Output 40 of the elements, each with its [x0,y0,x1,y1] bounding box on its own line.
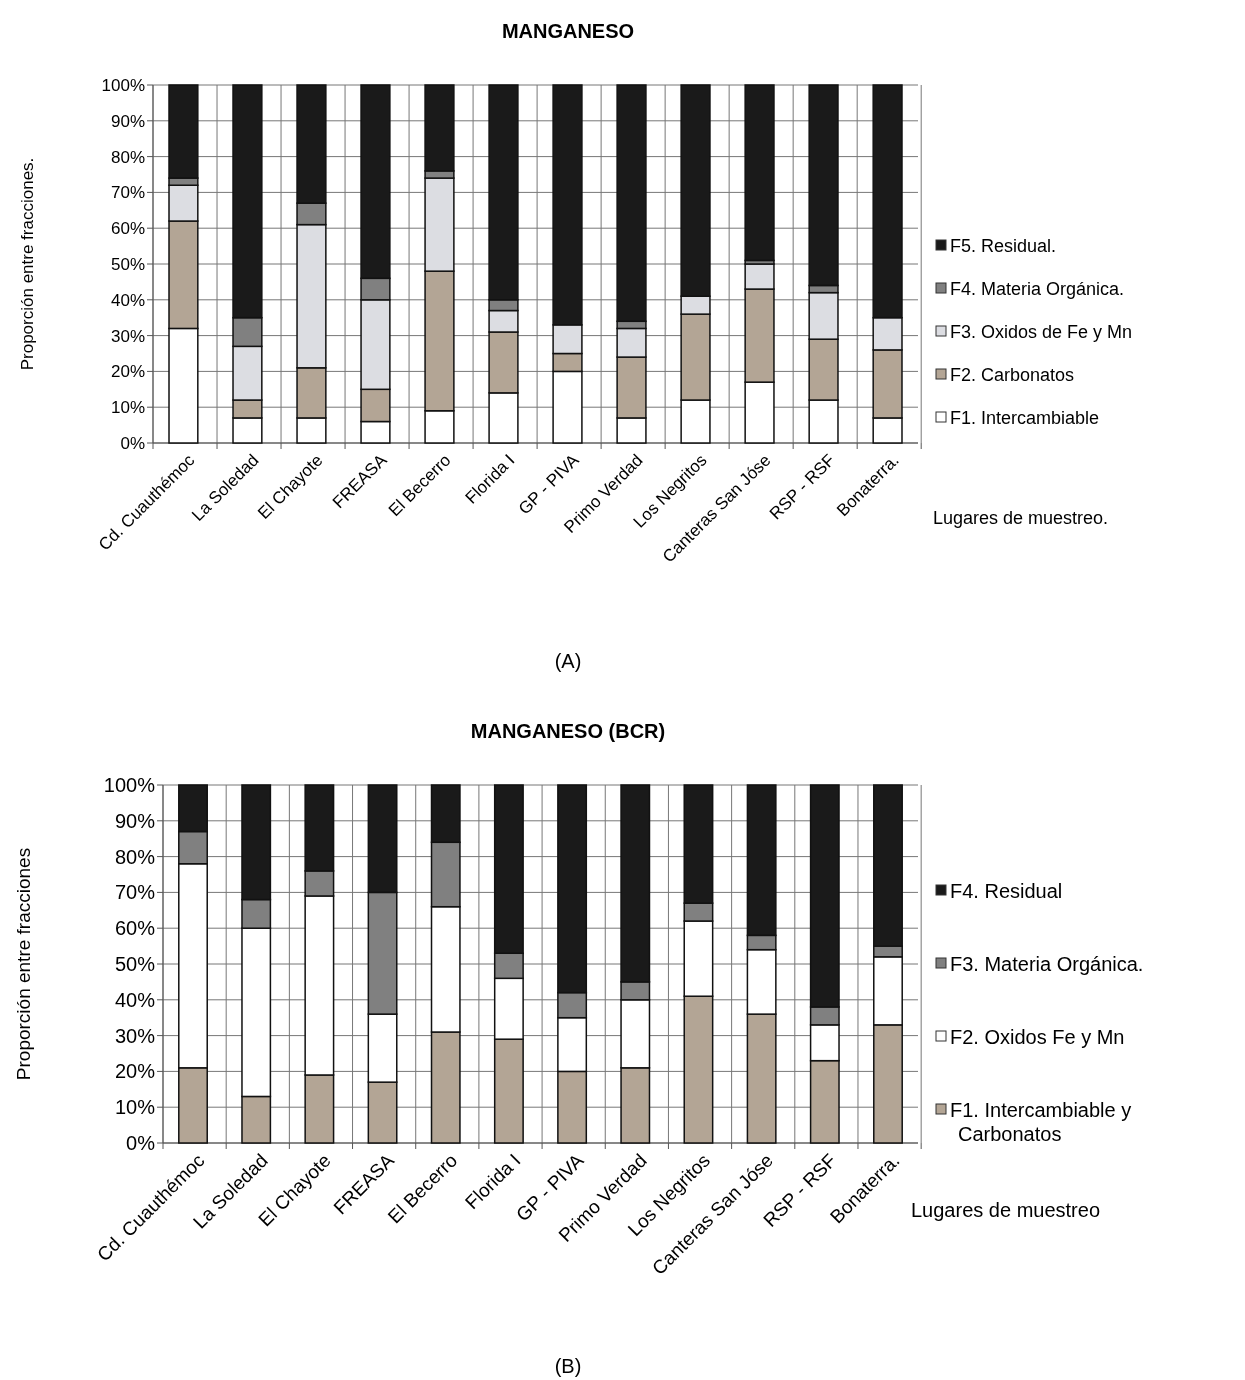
y-tick-label: 40% [110,290,145,310]
y-tick-label: 60% [114,917,156,940]
y-axis-title: Proporción entre fracciones. [18,157,37,371]
legend-label: F2. Carbonatos [950,365,1075,386]
y-tick-label: 90% [110,111,145,131]
legend-label: F4. Materia Orgánica. [950,279,1125,300]
legend-label: F4. Residual [950,880,1063,902]
x-axis-title: Lugares de muestreo. [933,508,1109,529]
text: F1. Intercambiable [950,408,1100,429]
text: (B) [554,1355,582,1377]
y-tick-label: 0% [120,433,145,453]
bar [744,84,775,262]
y-tick-label: 10% [114,1096,156,1119]
y-axis-title: Proporción entre fracciones [13,847,34,1081]
legend-label: F1. Intercambiable y Carbonatos [950,1099,1132,1145]
y-tick-label: 80% [110,147,145,167]
y-tick-label: 20% [110,362,145,382]
legend-label: F3. Oxidos de Fe y Mn [950,322,1133,343]
chart-title: MANGANESO (BCR) [470,720,666,742]
legend-label: F3. Materia Orgánica. [950,953,1144,975]
x-axis-title: Lugares de muestreo [911,1199,1101,1221]
y-tick-label: 30% [114,1024,156,1047]
y-tick-label: 40% [114,988,156,1011]
y-tick-label: 90% [114,809,156,832]
y-tick-label: 70% [110,183,145,203]
y-tick-label: 50% [110,254,145,274]
legend-label: F5. Residual. [950,236,1057,257]
y-tick-label: 0% [126,1132,156,1154]
text: (A) [554,650,582,672]
y-tick-label: 70% [114,881,156,904]
y-tick-label: 100% [103,774,156,796]
y-tick-label: 80% [114,845,156,868]
y-tick-label: 20% [114,1060,156,1083]
chart-title: MANGANESO [501,20,635,42]
y-tick-label: 100% [101,75,145,95]
y-tick-label: 50% [114,953,156,975]
text: F2. Oxidos Fe y Mn [950,1026,1125,1048]
y-tick-label: 10% [110,398,145,418]
y-tick-label: 30% [110,326,145,346]
y-tick-label: 60% [110,219,145,239]
